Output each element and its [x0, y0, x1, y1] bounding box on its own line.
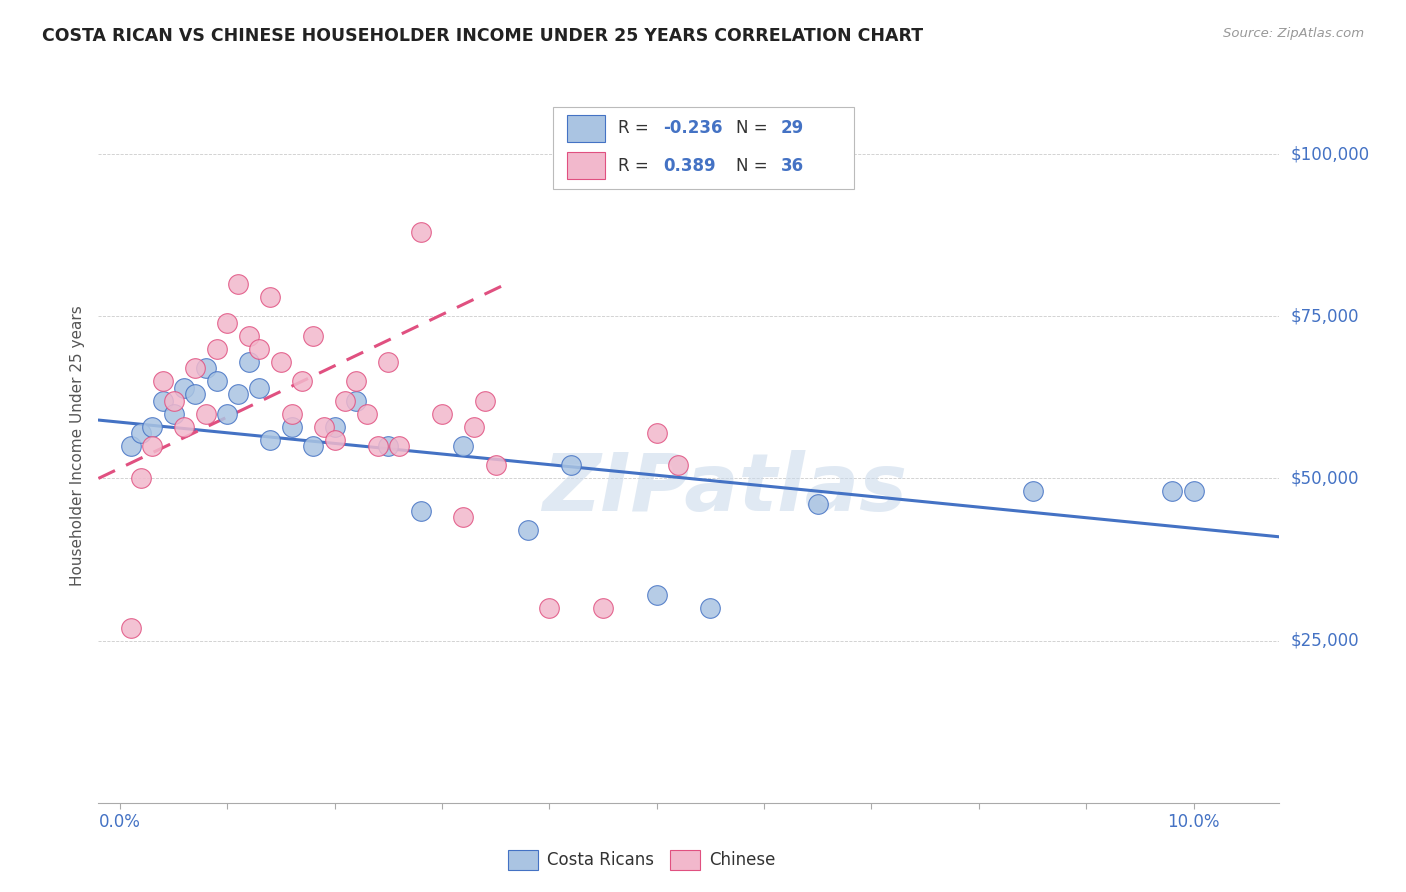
Point — [312, 419, 335, 434]
Point — [1182, 484, 1205, 499]
Point — [323, 419, 346, 434]
Point — [409, 504, 432, 518]
Point — [249, 342, 271, 356]
Point — [430, 407, 453, 421]
Point — [184, 361, 207, 376]
Point — [162, 407, 184, 421]
Point — [388, 439, 411, 453]
Point — [194, 361, 217, 376]
Text: $50,000: $50,000 — [1291, 469, 1360, 487]
Text: ZIPatlas: ZIPatlas — [541, 450, 907, 528]
Text: 0.389: 0.389 — [664, 157, 716, 175]
Point — [152, 374, 174, 388]
Point — [173, 381, 195, 395]
Point — [194, 407, 217, 421]
Point — [217, 407, 239, 421]
Point — [270, 354, 292, 368]
Point — [184, 387, 207, 401]
Point — [377, 354, 399, 368]
Text: R =: R = — [619, 157, 654, 175]
Text: $75,000: $75,000 — [1291, 307, 1360, 326]
Point — [453, 510, 475, 524]
Point — [280, 419, 302, 434]
Text: N =: N = — [737, 120, 773, 137]
Point — [141, 419, 163, 434]
FancyBboxPatch shape — [567, 115, 605, 142]
FancyBboxPatch shape — [567, 152, 605, 179]
Point — [217, 316, 239, 330]
Point — [226, 277, 249, 291]
Point — [807, 497, 830, 511]
Point — [302, 439, 325, 453]
Text: COSTA RICAN VS CHINESE HOUSEHOLDER INCOME UNDER 25 YEARS CORRELATION CHART: COSTA RICAN VS CHINESE HOUSEHOLDER INCOM… — [42, 27, 924, 45]
Point — [335, 393, 357, 408]
Point — [463, 419, 485, 434]
Point — [409, 225, 432, 239]
Point — [291, 374, 314, 388]
Text: 36: 36 — [782, 157, 804, 175]
Text: Source: ZipAtlas.com: Source: ZipAtlas.com — [1223, 27, 1364, 40]
Point — [538, 601, 561, 615]
Point — [120, 621, 142, 635]
Point — [344, 393, 367, 408]
Point — [356, 407, 378, 421]
Point — [377, 439, 399, 453]
Legend: Costa Ricans, Chinese: Costa Ricans, Chinese — [502, 843, 782, 877]
Point — [259, 290, 281, 304]
Point — [152, 393, 174, 408]
Text: -0.236: -0.236 — [664, 120, 723, 137]
Point — [120, 439, 142, 453]
Point — [249, 381, 271, 395]
Point — [238, 354, 260, 368]
Y-axis label: Householder Income Under 25 years: Householder Income Under 25 years — [70, 306, 86, 586]
Point — [474, 393, 496, 408]
Point — [699, 601, 721, 615]
Text: N =: N = — [737, 157, 773, 175]
Point — [1161, 484, 1184, 499]
Point — [1021, 484, 1043, 499]
Point — [205, 374, 228, 388]
Point — [560, 458, 582, 473]
Point — [302, 328, 325, 343]
Point — [592, 601, 614, 615]
Point — [131, 471, 153, 485]
Point — [226, 387, 249, 401]
Point — [259, 433, 281, 447]
Point — [344, 374, 367, 388]
Point — [173, 419, 195, 434]
Text: $100,000: $100,000 — [1291, 145, 1369, 163]
Point — [666, 458, 689, 473]
Point — [645, 425, 668, 440]
Point — [453, 439, 475, 453]
Point — [280, 407, 302, 421]
Point — [162, 393, 184, 408]
Point — [516, 524, 538, 538]
Point — [205, 342, 228, 356]
Text: 29: 29 — [782, 120, 804, 137]
FancyBboxPatch shape — [553, 107, 855, 189]
Point — [238, 328, 260, 343]
Point — [645, 588, 668, 602]
Text: R =: R = — [619, 120, 654, 137]
Point — [367, 439, 389, 453]
Point — [131, 425, 153, 440]
Text: $25,000: $25,000 — [1291, 632, 1360, 649]
Point — [141, 439, 163, 453]
Point — [485, 458, 508, 473]
Point — [323, 433, 346, 447]
